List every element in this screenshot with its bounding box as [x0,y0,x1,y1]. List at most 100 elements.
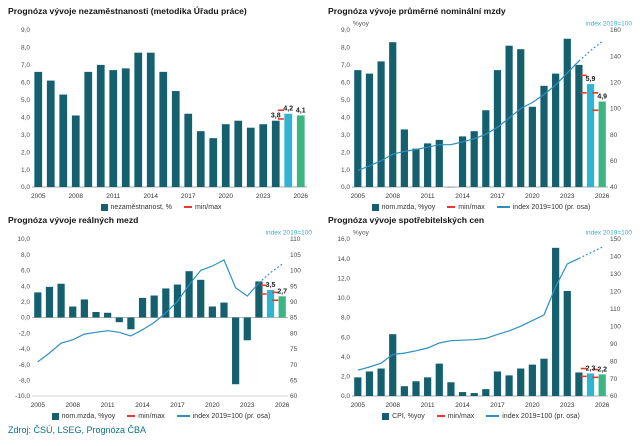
svg-text:4,0: 4,0 [21,283,30,290]
svg-text:2,7: 2,7 [277,288,287,295]
source-note: Zdroj: ČSÚ, LSEG, Prognóza ČBA [8,425,147,435]
svg-text:85: 85 [290,315,298,322]
svg-text:8,0: 8,0 [341,45,350,52]
svg-text:2,3: 2,3 [586,365,596,372]
svg-text:2026: 2026 [595,193,610,200]
legend-item: min/max [447,203,485,211]
svg-text:2011: 2011 [421,193,435,200]
svg-text:10,0: 10,0 [17,236,30,243]
svg-text:2017: 2017 [170,402,185,409]
svg-text:2020: 2020 [205,402,220,409]
svg-text:6,0: 6,0 [341,80,350,87]
svg-text:110: 110 [290,236,301,243]
legend-label: index 2019=100 (pr. osa) [192,412,271,420]
svg-text:9,0: 9,0 [21,27,30,34]
svg-text:5,0: 5,0 [21,97,30,104]
svg-text:2014: 2014 [135,402,150,409]
svg-text:130: 130 [610,271,621,278]
legend-label: min/max [458,203,485,211]
chart-legend: nom.mzda, %yoy min/max index 2019=100 (pr.… [6,410,316,422]
legend-minmax-dash [447,206,456,208]
chart-title: Prognóza vývoje reálných mezd [8,215,139,225]
charts-grid: Prognóza vývoje nezaměstnanosti (metodik… [6,4,636,422]
svg-text:1,0: 1,0 [21,167,30,174]
svg-text:2017: 2017 [490,193,505,200]
svg-text:10,0: 10,0 [337,295,350,302]
svg-text:7,0: 7,0 [341,62,350,69]
svg-text:140: 140 [610,254,621,261]
svg-text:80: 80 [610,358,618,365]
svg-text:-8,0: -8,0 [19,378,31,385]
legend-label: min/max [138,412,165,420]
svg-text:40: 40 [610,184,618,191]
svg-text:105: 105 [290,252,301,259]
nominal-wage-chart-plot: 0,0 1,0 2,0 3,0 4,0 5,0 6,0 7,0 8,0 9,0 40 60 80 100 1… [341,21,632,201]
svg-text:4,0: 4,0 [341,354,350,361]
svg-text:60: 60 [610,158,618,165]
svg-text:2005: 2005 [351,402,366,409]
svg-text:95: 95 [290,283,298,290]
chart-legend: CPI, %yoy min/max index 2019=100 (pr. osa) [326,410,636,422]
svg-text:110: 110 [610,306,621,313]
legend-label: nom.mzda, %yoy [381,203,436,211]
legend-bar-swatch [51,412,59,420]
svg-text:-2,0: -2,0 [19,330,31,337]
legend-item: nom.mzda, %yoy [371,203,436,211]
svg-text:80: 80 [610,132,618,139]
svg-text:0,0: 0,0 [341,393,350,400]
chart-title: Prognóza vývoje spotřebitelských cen [328,215,485,225]
svg-text:2008: 2008 [69,193,84,200]
svg-text:2008: 2008 [65,402,80,409]
svg-text:4,2: 4,2 [283,106,293,113]
svg-text:16,0: 16,0 [337,236,350,243]
svg-text:0,0: 0,0 [341,184,350,191]
svg-text:7,0: 7,0 [21,62,30,69]
svg-text:120: 120 [610,289,621,296]
nominal-wage-chart: Prognóza vývoje průměrné nominální mzdy … [326,4,636,213]
legend-label: CPI, %yoy [392,412,425,420]
svg-text:2020: 2020 [219,193,234,200]
svg-text:2,0: 2,0 [341,149,350,156]
svg-text:60: 60 [290,393,298,400]
svg-text:75: 75 [290,346,298,353]
unemployment-chart-plot: 0,0 1,0 2,0 3,0 4,0 5,0 6,0 7,0 8,0 9,0 2005 2008 20… [21,27,308,200]
svg-text:2005: 2005 [351,193,366,200]
svg-text:100: 100 [610,323,621,330]
svg-text:%yoy: %yoy [353,21,370,28]
legend-label: nom.mzda, %yoy [61,412,116,420]
svg-text:60: 60 [610,393,618,400]
svg-text:2005: 2005 [31,193,46,200]
svg-text:2020: 2020 [525,193,540,200]
chart-title: Prognóza vývoje nezaměstnanosti (metodik… [8,6,247,16]
svg-text:80: 80 [290,330,298,337]
legend-line-swatch [496,206,510,208]
legend-item: min/max [184,204,221,211]
legend-line-swatch [176,415,190,417]
svg-text:2008: 2008 [385,193,400,200]
svg-text:5,0: 5,0 [341,97,350,104]
svg-text:160: 160 [610,27,621,34]
svg-text:4,1: 4,1 [296,107,306,114]
svg-text:4,0: 4,0 [341,114,350,121]
real-wage-chart-plot: -10,0 -8,0 -6,0 -4,0 -2,0 0,0 2,0 4,0 6,0 8,0 10,0… [15,230,312,410]
svg-text:2014: 2014 [455,402,470,409]
legend-item: CPI, %yoy [382,412,425,420]
legend-label: min/max [447,412,475,420]
legend-label: index 2019=100 (pr. osa) [502,412,580,420]
svg-text:8,0: 8,0 [21,252,30,259]
legend-bar-swatch [100,203,108,211]
svg-text:2005: 2005 [31,402,46,409]
svg-text:-10,0: -10,0 [15,393,30,400]
svg-text:12,0: 12,0 [337,275,350,282]
legend-label: index 2019=100 (pr. osa) [512,203,591,211]
svg-text:14,0: 14,0 [337,256,350,263]
svg-text:2,0: 2,0 [21,149,30,156]
svg-text:3,0: 3,0 [21,132,30,139]
svg-text:2,2: 2,2 [597,366,607,373]
cpi-chart-plot: 0,0 2,0 4,0 6,0 8,0 10,0 12,0 14,0 16,0 60 70 80 90 1… [337,230,632,410]
legend-item: index 2019=100 (pr. osa) [496,203,591,211]
svg-text:2023: 2023 [240,402,255,409]
legend-label: nezaměstnanost, % [110,203,173,211]
svg-text:150: 150 [610,236,621,243]
svg-text:%yoy: %yoy [353,230,370,237]
